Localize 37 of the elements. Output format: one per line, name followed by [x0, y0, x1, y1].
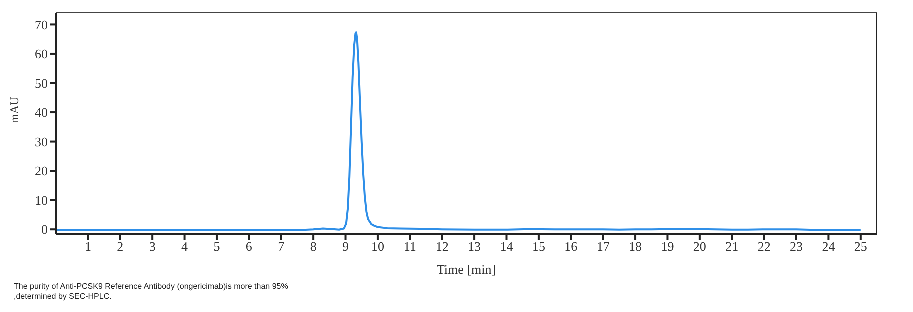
- x-tick-label: 10: [371, 239, 384, 254]
- y-tick-label: 20: [35, 164, 48, 179]
- text: The purity of Anti-PCSK9 Reference Antibody (ongericimab)is more than 95% ,determined by SEC-HPLC.: [14, 282, 290, 302]
- x-tick-label: 3: [149, 239, 156, 254]
- x-tick-label: 15: [532, 239, 546, 254]
- y-axis-title: mAU: [7, 96, 22, 124]
- y-tick-label: 70: [35, 17, 48, 32]
- x-tick-label: 21: [726, 239, 739, 254]
- x-tick-label: 7: [278, 239, 286, 254]
- x-tick-label: 4: [182, 239, 189, 254]
- x-tick-label: 8: [310, 239, 317, 254]
- x-tick-label: 11: [404, 239, 416, 254]
- y-tick-label: 30: [35, 134, 48, 150]
- x-tick-label: 13: [468, 239, 482, 254]
- x-tick-label: 14: [500, 239, 514, 254]
- x-tick-label: 16: [564, 239, 578, 254]
- x-tick-label: 24: [822, 239, 836, 254]
- x-tick-label: 12: [436, 239, 449, 254]
- x-tick-label: 9: [342, 239, 350, 254]
- x-tick-label: 2: [117, 239, 124, 254]
- x-tick-label: 17: [596, 239, 610, 254]
- x-tick-label: 1: [84, 239, 92, 254]
- x-tick-label: 18: [629, 239, 642, 254]
- x-tick-label: 23: [790, 239, 804, 254]
- y-tick-label: 40: [35, 105, 48, 120]
- x-tick-label: 22: [758, 239, 771, 254]
- x-axis-title: Time [min]: [436, 262, 496, 277]
- y-tick-label: 10: [35, 192, 48, 208]
- y-tick-label: 60: [35, 46, 48, 62]
- x-tick-label: 6: [246, 239, 253, 254]
- x-tick-label: 20: [693, 239, 706, 254]
- x-tick-label: 19: [661, 239, 674, 254]
- y-tick-label: 50: [35, 76, 48, 91]
- line-series: [56, 32, 862, 232]
- x-tick-label: 5: [214, 239, 220, 254]
- y-tick-label: 0: [42, 222, 48, 238]
- x-tick-label: 25: [854, 239, 868, 254]
